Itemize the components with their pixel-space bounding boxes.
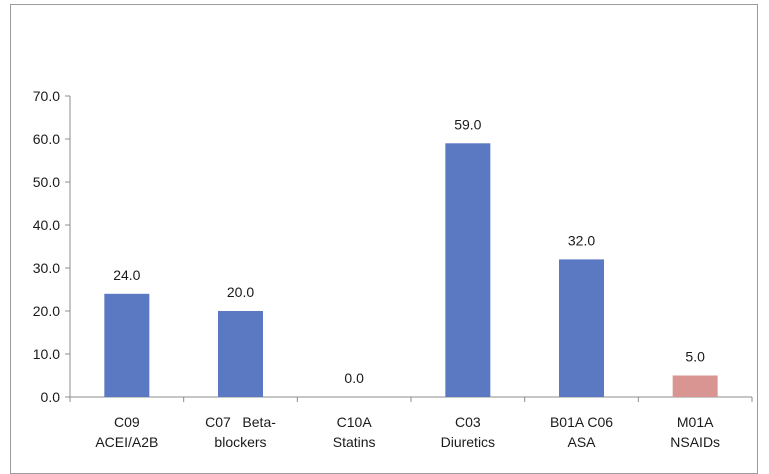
y-tick-label: 70.0 — [33, 88, 60, 104]
x-category-label: ACEI/A2B — [95, 434, 158, 450]
data-label: 0.0 — [344, 370, 364, 386]
bars — [104, 143, 718, 397]
data-label: 59.0 — [454, 116, 481, 132]
data-label: 5.0 — [685, 349, 705, 365]
x-category-label: NSAIDs — [670, 434, 720, 450]
x-category-label: B01A C06 — [550, 414, 613, 430]
y-tick-label: 30.0 — [33, 260, 60, 276]
data-label: 24.0 — [113, 267, 140, 283]
x-axis: C09 ACEI/A2B C07 Beta-blockers C10A Statins C… — [69, 396, 753, 450]
x-category-label: Statins — [333, 434, 376, 450]
bar — [445, 143, 491, 397]
x-category-label: Diuretics — [441, 434, 495, 450]
x-category-label: M01A — [677, 414, 714, 430]
bar — [218, 311, 263, 397]
x-category-label: C10A — [337, 414, 373, 430]
bar — [672, 375, 718, 397]
y-tick-label: 10.0 — [33, 346, 60, 362]
y-tick-label: 50.0 — [33, 174, 60, 190]
x-category-label: C07 Beta- — [205, 414, 276, 430]
data-label: 20.0 — [227, 284, 254, 300]
x-category-label: ASA — [567, 434, 596, 450]
x-category-label: blockers — [214, 434, 266, 450]
bar-chart: 0.0 10.0 20.0 30.0 40.0 50.0 60.0 70.0 C09 ACEI/… — [33, 88, 753, 450]
y-tick-label: 20.0 — [33, 303, 60, 319]
data-label: 32.0 — [568, 232, 595, 248]
y-tick-label: 0.0 — [41, 389, 61, 405]
x-category-label: C03 — [455, 414, 481, 430]
x-category-label: C09 — [114, 414, 140, 430]
bar — [104, 293, 150, 397]
y-axis: 0.0 10.0 20.0 30.0 40.0 50.0 60.0 70.0 — [33, 88, 71, 405]
y-tick-label: 40.0 — [33, 217, 60, 233]
bar — [559, 259, 604, 397]
data-labels: 24.0 20.0 0.0 59.0 32.0 5.0 — [113, 116, 705, 386]
y-tick-label: 60.0 — [33, 131, 60, 147]
